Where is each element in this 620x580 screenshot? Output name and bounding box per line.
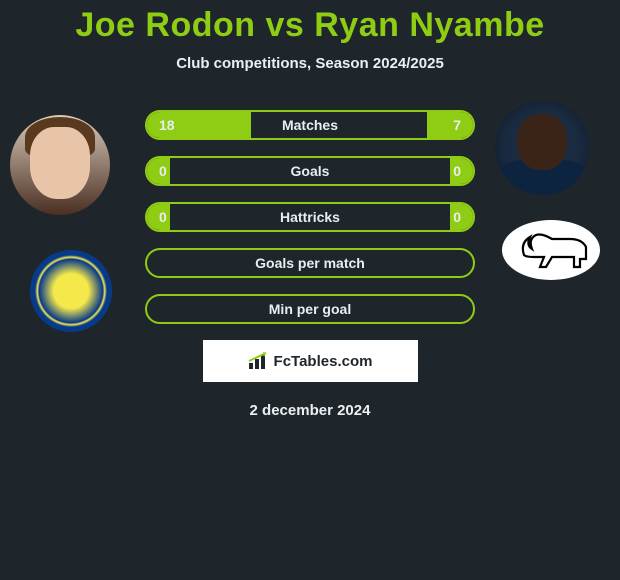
- fctables-watermark: FcTables.com: [203, 340, 418, 382]
- snapshot-date: 2 december 2024: [0, 402, 620, 419]
- player-left-avatar: [10, 115, 110, 215]
- stat-row: 18Matches7: [145, 110, 475, 140]
- stat-value-right: 7: [453, 112, 461, 138]
- fctables-label: FcTables.com: [274, 353, 373, 370]
- stats-list: 18Matches70Goals00Hattricks0Goals per ma…: [145, 110, 475, 324]
- page-title: Joe Rodon vs Ryan Nyambe: [0, 0, 620, 45]
- stat-label: Min per goal: [147, 296, 473, 322]
- player-right-avatar: [495, 100, 590, 195]
- stat-label: Goals per match: [147, 250, 473, 276]
- stat-row: Min per goal: [145, 294, 475, 324]
- stat-label: Goals: [147, 158, 473, 184]
- stat-value-right: 0: [453, 158, 461, 184]
- club-left-badge: [30, 250, 112, 332]
- stat-row: Goals per match: [145, 248, 475, 278]
- stat-row: 0Goals0: [145, 156, 475, 186]
- ram-icon: [512, 225, 592, 273]
- page-subtitle: Club competitions, Season 2024/2025: [0, 55, 620, 72]
- stat-row: 0Hattricks0: [145, 202, 475, 232]
- stat-value-right: 0: [453, 204, 461, 230]
- comparison-panel: 18Matches70Goals00Hattricks0Goals per ma…: [0, 110, 620, 419]
- bars-icon: [248, 352, 270, 370]
- stat-label: Matches: [147, 112, 473, 138]
- stat-label: Hattricks: [147, 204, 473, 230]
